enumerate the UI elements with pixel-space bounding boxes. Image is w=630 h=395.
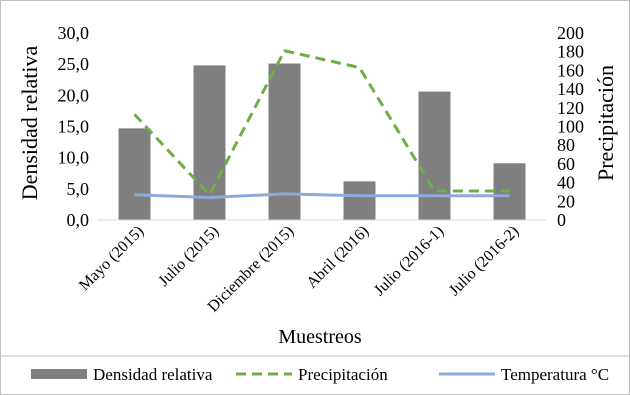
y2-tick-label: 200 (557, 23, 584, 43)
temperature-line (134, 192, 510, 200)
y-tick-label: 20,0 (58, 85, 90, 105)
bar (418, 91, 451, 221)
y-axis-left: 0,0 5,0 10,0 15,0 20,0 25,0 30,0 (58, 23, 90, 230)
bar (343, 181, 376, 220)
y2-tick-label: 20 (557, 191, 575, 211)
bar (118, 128, 151, 220)
y2-tick-label: 100 (557, 117, 584, 137)
bar (268, 63, 301, 220)
y2-tick-label: 40 (557, 173, 575, 193)
legend-label: Densidad relativa (93, 365, 213, 384)
y-tick-label: 15,0 (58, 117, 90, 137)
y-tick-label: 5,0 (67, 179, 90, 199)
x-tick-label: Abril (2016) (303, 223, 372, 292)
precipitation-line (133, 49, 510, 197)
y2-tick-label: 80 (557, 135, 575, 155)
x-tick-label: Julio (2016-2) (446, 223, 522, 299)
bar (193, 65, 226, 220)
x-axis-title: Muestreos (278, 326, 362, 348)
y2-axis-title: Precipitación (593, 65, 618, 181)
y-axis-title: Densidad relativa (17, 45, 42, 200)
y-tick-label: 0,0 (67, 210, 90, 230)
y2-tick-label: 160 (557, 60, 584, 80)
y2-tick-label: 120 (557, 98, 584, 118)
y2-tick-label: 0 (557, 210, 566, 230)
y-tick-label: 25,0 (58, 54, 90, 74)
x-tick-label: Julio (2015) (155, 223, 222, 290)
x-tick-label: Julio (2016-1) (371, 223, 447, 299)
y-tick-label: 10,0 (58, 148, 90, 168)
legend-swatch-bar (31, 369, 87, 379)
legend-label: Precipitación (298, 365, 388, 384)
y-tick-label: 30,0 (58, 23, 90, 43)
y2-tick-label: 60 (557, 154, 575, 174)
plot-area (118, 49, 526, 221)
y2-tick-label: 180 (557, 42, 584, 62)
legend-label: Temperatura °C (501, 365, 609, 384)
y2-tick-label: 140 (557, 79, 584, 99)
x-axis: Mayo (2015) Julio (2015)Diciembre (2015) A… (76, 219, 547, 316)
x-tick-label: Mayo (2015) (76, 223, 147, 294)
legend: Densidad relativa Precipitación Temperatur… (31, 365, 609, 384)
